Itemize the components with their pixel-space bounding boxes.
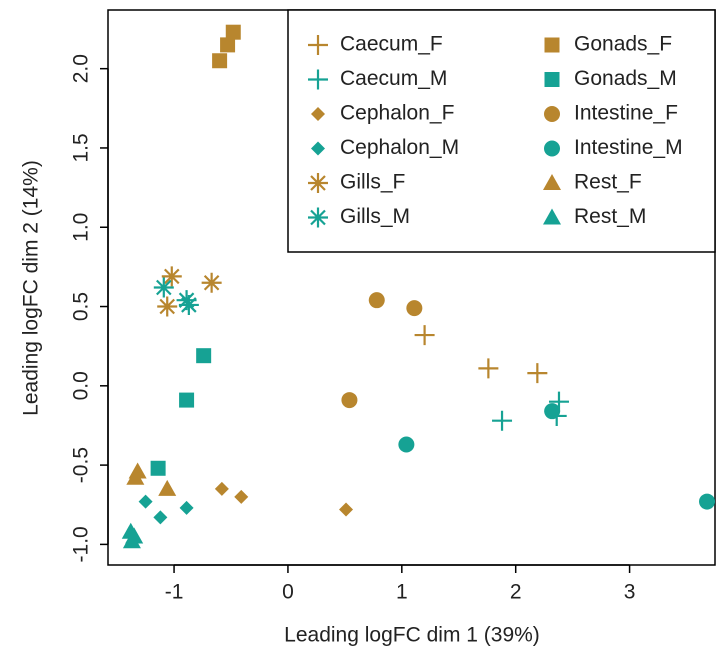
point [153,510,168,525]
legend-marker [543,208,561,225]
x-axis-label: Leading logFC dim 1 (39%) [284,624,540,647]
point [153,277,174,298]
point [196,348,212,364]
point [220,37,236,53]
legend-marker [308,69,328,90]
point [201,272,222,293]
legend-label: Intestine_F [574,102,678,125]
legend-marker [311,107,325,121]
point [478,358,499,379]
point [544,403,561,420]
point [339,502,354,517]
point [699,493,716,510]
legend-label: Caecum_M [340,67,447,90]
legend-box [287,9,716,253]
point [157,296,178,317]
point [161,266,182,287]
point [126,468,145,485]
legend-marker [544,37,560,53]
y-tick-label: 2.0 [70,54,93,83]
x-tick-label: 3 [624,581,636,604]
legend-marker [311,141,325,156]
point [527,363,548,384]
legend-marker [544,140,560,157]
y-tick-label: 1.0 [70,213,93,242]
legend-label: Intestine_M [574,136,683,159]
point [492,410,513,431]
x-tick-label: 1 [396,581,408,604]
legend-label: Caecum_F [340,33,443,56]
legend-label: Rest_M [574,205,646,228]
point [341,392,358,409]
point [234,489,249,504]
legend-marker [308,207,328,228]
legend-marker [308,173,328,193]
point [178,294,199,315]
point [212,53,228,69]
point [125,527,144,544]
y-tick-label: -0.5 [70,447,93,483]
legend-label: Gills_F [340,171,405,194]
legend-label: Gills_M [340,205,410,228]
y-axis-label: Leading logFC dim 2 (14%) [20,160,43,416]
legend-label: Cephalon_F [340,102,454,125]
y-tick-label: 1.5 [70,133,93,162]
point [179,500,194,515]
point [414,325,435,346]
y-tick-label: -1.0 [70,526,93,562]
point [176,290,197,311]
point [214,481,229,496]
point [398,436,415,453]
point [150,460,166,476]
legend-marker [308,35,328,55]
y-tick-label: 0.0 [70,371,93,400]
legend-marker [544,106,560,122]
y-tick-label: 0.5 [70,292,93,321]
point [368,292,385,309]
point [158,479,177,496]
legend-label: Cephalon_M [340,136,459,159]
point [138,494,153,509]
point [406,300,423,317]
legend-label: Gonads_F [574,33,672,56]
legend-marker [544,72,560,87]
x-tick-label: -1 [165,581,184,604]
legend-label: Rest_F [574,171,642,194]
legend-label: Gonads_M [574,67,677,90]
x-tick-label: 2 [510,581,522,604]
point [225,24,241,40]
x-tick-label: 0 [282,581,294,604]
point [179,392,195,408]
legend-marker [543,174,561,190]
